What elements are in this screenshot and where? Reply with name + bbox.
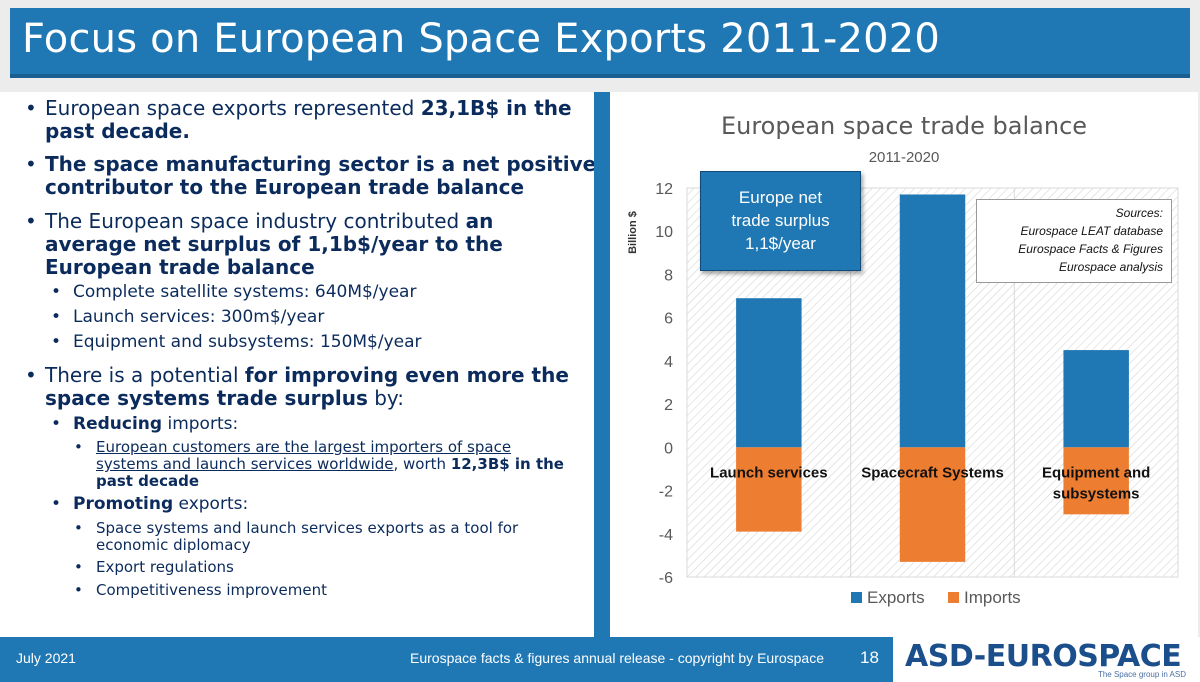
bar-exports bbox=[1063, 350, 1129, 448]
source-item: Eurospace analysis bbox=[1058, 260, 1163, 274]
logo-wordmark: ASD-EUROSPACE bbox=[905, 639, 1182, 674]
sources-box: Sources: Eurospace LEAT database Eurospa… bbox=[976, 199, 1172, 283]
legend-swatch-imports bbox=[948, 592, 959, 603]
reducing-detail: • European customers are the largest imp… bbox=[74, 438, 564, 490]
bullet-potential: • There is a potential for improving eve… bbox=[25, 363, 569, 410]
promoting-detail-regulations: • Export regulations bbox=[74, 558, 234, 576]
source-item: Eurospace LEAT database bbox=[1020, 224, 1163, 238]
bar-exports bbox=[899, 194, 966, 448]
y-tick-label: 6 bbox=[664, 311, 673, 328]
y-tick-label: 0 bbox=[664, 440, 673, 457]
category-label: Spacecraft Systems bbox=[861, 464, 1004, 481]
logo-tagline: The Space group in ASD bbox=[1097, 670, 1186, 679]
sub-bullet-reducing: • Reducing imports: bbox=[51, 414, 239, 434]
promoting-detail-competitiveness: • Competitiveness improvement bbox=[74, 581, 327, 599]
bullet-exports: • European space exports represented 23,… bbox=[25, 96, 572, 143]
bar-imports bbox=[1063, 447, 1129, 515]
promoting-detail-diplomacy: • Space systems and launch services expo… bbox=[74, 519, 519, 554]
y-tick-label: -6 bbox=[659, 570, 673, 587]
sub-bullet-equipment: • Equipment and subsystems: 150M$/year bbox=[51, 332, 422, 352]
y-tick-label: 8 bbox=[664, 267, 673, 284]
callout-line-2: trade surplus bbox=[731, 211, 830, 230]
bar-imports bbox=[899, 447, 966, 562]
title-bar: Focus on European Space Exports 2011-202… bbox=[10, 8, 1190, 78]
y-tick-label: 4 bbox=[664, 354, 673, 371]
legend-swatch-exports bbox=[851, 592, 862, 603]
y-tick-label: 2 bbox=[664, 397, 673, 414]
bullet-net-positive: • The space manufacturing sector is a ne… bbox=[25, 152, 597, 199]
y-tick-label: 10 bbox=[655, 224, 673, 241]
sub-bullet-satellite: • Complete satellite systems: 640M$/year bbox=[51, 282, 417, 302]
net-surplus-callout: Europe net trade surplus 1,1$/year bbox=[700, 171, 861, 271]
footer-date: July 2021 bbox=[16, 650, 76, 666]
page-number: 18 bbox=[860, 648, 879, 667]
bullet-net-surplus: • The European space industry contribute… bbox=[25, 209, 503, 279]
legend-label-exports: Exports bbox=[867, 588, 925, 607]
category-label: Launch services bbox=[710, 464, 828, 481]
callout-line-1: Europe net bbox=[738, 188, 823, 207]
sub-bullet-launch: • Launch services: 300m$/year bbox=[51, 307, 325, 327]
bar-imports bbox=[736, 447, 802, 532]
legend-label-imports: Imports bbox=[964, 588, 1021, 607]
footer-credit: Eurospace facts & figures annual release… bbox=[410, 650, 825, 666]
category-label: Equipment and subsystems bbox=[1042, 464, 1150, 502]
y-tick-label: -2 bbox=[659, 484, 673, 501]
y-axis-label: Billion $ bbox=[627, 211, 639, 254]
bar-exports bbox=[736, 298, 802, 448]
y-tick-label: 12 bbox=[655, 181, 673, 198]
text-panel bbox=[0, 92, 594, 637]
slide-title: Focus on European Space Exports 2011-202… bbox=[22, 16, 941, 62]
callout-line-3: 1,1$/year bbox=[745, 234, 816, 253]
asd-eurospace-logo: ASD-EUROSPACE The Space group in ASD bbox=[893, 637, 1200, 682]
chart-title: European space trade balance bbox=[720, 112, 1088, 140]
chart-subtitle: 2011-2020 bbox=[868, 149, 940, 166]
y-tick-label: -4 bbox=[659, 527, 673, 544]
source-item: Eurospace Facts & Figures bbox=[1018, 242, 1163, 256]
sources-heading: Sources: bbox=[1115, 206, 1163, 220]
panel-separator bbox=[594, 92, 610, 637]
sub-bullet-promoting: • Promoting exports: bbox=[51, 494, 249, 514]
